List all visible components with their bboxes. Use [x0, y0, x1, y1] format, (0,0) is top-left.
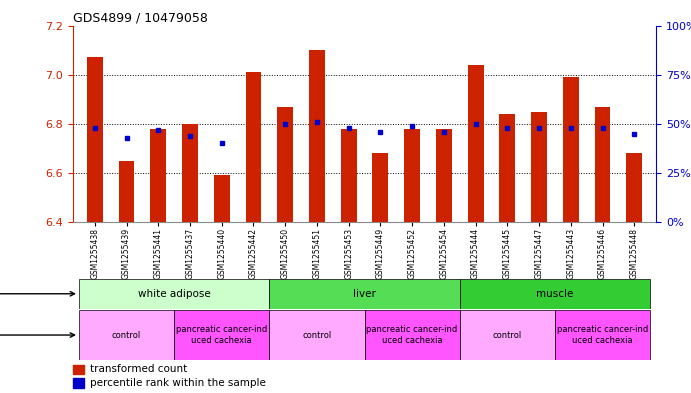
- Bar: [73, 378, 84, 388]
- Bar: [269, 279, 460, 309]
- Text: white adipose: white adipose: [138, 289, 211, 299]
- Text: muscle: muscle: [536, 289, 574, 299]
- Bar: [119, 161, 135, 222]
- Bar: [594, 107, 610, 222]
- Bar: [73, 365, 84, 374]
- Text: pancreatic cancer-ind
uced cachexia: pancreatic cancer-ind uced cachexia: [557, 325, 648, 345]
- Bar: [269, 310, 365, 360]
- Bar: [626, 153, 642, 222]
- Bar: [341, 129, 357, 222]
- Bar: [436, 129, 452, 222]
- Bar: [404, 129, 420, 222]
- Text: pancreatic cancer-ind
uced cachexia: pancreatic cancer-ind uced cachexia: [366, 325, 457, 345]
- Bar: [563, 77, 578, 222]
- Bar: [79, 279, 269, 309]
- Text: control: control: [493, 331, 522, 340]
- Bar: [372, 153, 388, 222]
- Text: GDS4899 / 10479058: GDS4899 / 10479058: [73, 11, 207, 24]
- Text: control: control: [302, 331, 332, 340]
- Bar: [277, 107, 293, 222]
- Text: disease state: disease state: [0, 330, 75, 340]
- Bar: [151, 129, 166, 222]
- Bar: [182, 124, 198, 222]
- Bar: [214, 175, 229, 222]
- Bar: [245, 72, 261, 222]
- Bar: [87, 57, 103, 222]
- Text: liver: liver: [353, 289, 376, 299]
- Bar: [79, 310, 174, 360]
- Bar: [460, 279, 650, 309]
- Bar: [174, 310, 269, 360]
- Text: transformed count: transformed count: [91, 364, 187, 375]
- Bar: [365, 310, 460, 360]
- Bar: [309, 50, 325, 222]
- Bar: [555, 310, 650, 360]
- Bar: [531, 112, 547, 222]
- Text: pancreatic cancer-ind
uced cachexia: pancreatic cancer-ind uced cachexia: [176, 325, 267, 345]
- Text: tissue: tissue: [0, 289, 75, 299]
- Text: control: control: [112, 331, 141, 340]
- Text: percentile rank within the sample: percentile rank within the sample: [91, 378, 266, 388]
- Bar: [468, 65, 484, 222]
- Bar: [500, 114, 515, 222]
- Bar: [460, 310, 555, 360]
